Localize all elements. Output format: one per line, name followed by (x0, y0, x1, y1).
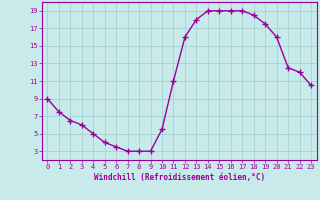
X-axis label: Windchill (Refroidissement éolien,°C): Windchill (Refroidissement éolien,°C) (94, 173, 265, 182)
